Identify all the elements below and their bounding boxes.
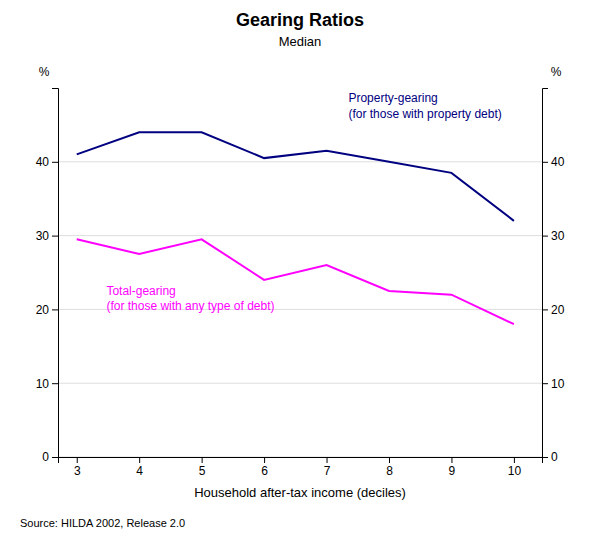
tick: 10: [36, 377, 58, 391]
y2-axis-label: %: [551, 65, 562, 79]
tick-label: 10: [36, 377, 50, 391]
x-axis-label: Household after-tax income (deciles): [194, 485, 406, 500]
tick-label: 30: [36, 229, 50, 243]
tick-mark: [77, 457, 78, 463]
tick: 30: [542, 229, 565, 243]
tick: 40: [36, 155, 58, 169]
chart: 3 4 5 6 7 8 9 10 0 10 20 30 40 0 10 20 30 40 Property-gear…: [0, 0, 600, 537]
tick-label: 10: [551, 377, 565, 391]
tick-mark: [52, 309, 58, 310]
line: [77, 239, 514, 324]
axis-line: [52, 89, 59, 458]
tick: 9: [449, 457, 456, 478]
tick: 20: [36, 303, 58, 317]
tick-label: 30: [551, 229, 565, 243]
tick-mark: [327, 457, 328, 463]
tick-mark: [542, 383, 548, 384]
tick: 40: [542, 155, 565, 169]
tick-label: 5: [199, 464, 206, 478]
tick-label: 9: [449, 464, 456, 478]
y-axis: 0 10 20 30 40: [36, 89, 59, 465]
tick: 3: [74, 457, 81, 478]
annotation-line: Total-gearing: [106, 284, 175, 298]
grid-line: [58, 161, 542, 162]
tick: 4: [136, 457, 143, 478]
x-axis: 3 4 5 6 7 8 9 10: [59, 457, 543, 478]
tick-mark: [389, 457, 390, 463]
annotation-line: (for those with any type of debt): [106, 299, 274, 313]
grid-line: [58, 383, 542, 384]
tick: 6: [261, 457, 268, 478]
tick: 0: [542, 450, 558, 464]
tick-mark: [514, 457, 515, 463]
tick-mark: [139, 457, 140, 463]
tick: 10: [542, 377, 565, 391]
tick-label: 3: [74, 464, 81, 478]
tick-label: 0: [42, 450, 49, 464]
y2-axis: 0 10 20 30 40: [542, 89, 565, 465]
tick: 7: [324, 457, 331, 478]
source: Source: HILDA 2002, Release 2.0: [20, 517, 185, 529]
tick-label: 10: [508, 464, 522, 478]
axis-line: [543, 89, 549, 458]
tick-label: 4: [136, 464, 143, 478]
tick-mark: [542, 162, 548, 163]
tick: 30: [36, 229, 58, 243]
tick: 10: [508, 457, 522, 478]
tick-mark: [264, 457, 265, 463]
tick-label: 40: [36, 155, 50, 169]
tick-mark: [52, 162, 58, 163]
annotation: Total-gearing(for those with any type of…: [106, 284, 274, 314]
tick-mark: [52, 457, 58, 458]
line: [77, 132, 514, 221]
annotation-line: (for those with property debt): [348, 107, 501, 121]
series-group: [77, 132, 514, 324]
tick-mark: [52, 383, 58, 384]
tick: 8: [386, 457, 393, 478]
title: Gearing Ratios: [236, 10, 364, 30]
tick: 20: [542, 303, 565, 317]
grid-line: [58, 235, 542, 236]
tick-mark: [52, 236, 58, 237]
tick-mark: [542, 309, 548, 310]
subtitle: Median: [279, 34, 322, 49]
tick-mark: [451, 457, 452, 463]
plot: 3 4 5 6 7 8 9 10 0 10 20 30 40 0 10 20 30 40 Property-gear…: [36, 89, 565, 478]
tick-label: 0: [551, 450, 558, 464]
grid: [58, 162, 542, 457]
tick: 0: [42, 450, 58, 464]
y-axis-label: %: [39, 65, 50, 79]
tick-label: 8: [386, 464, 393, 478]
tick-mark: [542, 457, 548, 458]
annotation: Property-gearing (for those with property…: [348, 91, 501, 121]
tick-label: 6: [261, 464, 268, 478]
tick-mark: [202, 457, 203, 463]
tick-label: 20: [551, 303, 565, 317]
tick-label: 7: [324, 464, 331, 478]
tick-label: 20: [36, 303, 50, 317]
tick: 5: [199, 457, 206, 478]
tick-mark: [542, 236, 548, 237]
tick-label: 40: [551, 155, 565, 169]
axis-line: [59, 458, 543, 464]
annotation-line: Property-gearing: [348, 91, 437, 105]
